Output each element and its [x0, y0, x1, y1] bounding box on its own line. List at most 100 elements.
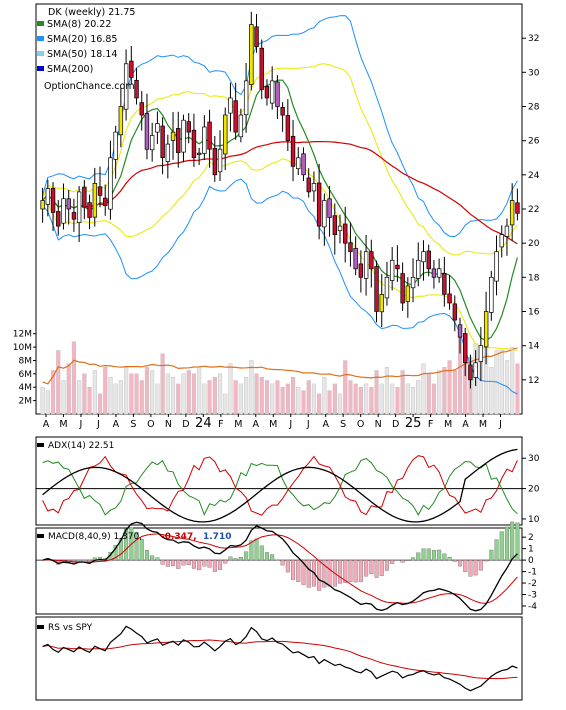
volume-bar: [182, 374, 186, 414]
macd-tick-label: -3: [528, 591, 537, 601]
candle-body: [364, 252, 368, 279]
candle-body: [114, 132, 118, 159]
macd-histogram-bar: [166, 560, 170, 566]
candle-body: [354, 248, 358, 268]
candle-body: [432, 269, 436, 277]
candle-body: [312, 183, 316, 191]
macd-tick-label: -2: [528, 579, 537, 589]
x-axis-label: A: [43, 419, 50, 430]
volume-tick-label: 6M: [19, 370, 33, 380]
volume-bar: [176, 384, 180, 414]
volume-tick-label: 8M: [19, 356, 33, 366]
candle-body: [72, 213, 76, 220]
volume-bar: [370, 387, 374, 414]
candle-body: [77, 192, 81, 223]
macd-histogram-bar: [223, 560, 227, 563]
volume-bar: [312, 384, 316, 414]
macd-histogram-bar: [390, 560, 394, 564]
macd-swatch: [37, 534, 44, 538]
candle-body: [396, 265, 400, 269]
candle-body: [46, 189, 50, 205]
macd-histogram-bar: [317, 560, 321, 590]
x-axis-label: M: [59, 419, 67, 430]
candle-body: [463, 334, 467, 363]
adx-label: ADX(14) 22.51: [48, 441, 114, 451]
x-axis-label: J: [306, 419, 310, 430]
volume-bar: [213, 377, 217, 414]
volume-bar: [296, 387, 300, 414]
macd-histogram-bar: [380, 560, 384, 576]
rs-panel: [36, 617, 522, 700]
candle-body: [197, 153, 201, 155]
candle-body: [505, 226, 509, 236]
volume-bar: [281, 387, 285, 414]
macd-histogram-bar: [244, 552, 248, 561]
macd-histogram-bar: [286, 560, 290, 572]
candle-body: [62, 199, 66, 224]
macd-histogram-bar: [208, 560, 212, 567]
macd-histogram-bar: [495, 540, 499, 561]
x-axis-label: O: [357, 419, 364, 430]
rs-swatch: [37, 625, 44, 629]
macd-histogram-bar: [291, 560, 295, 580]
candle-body: [317, 183, 321, 226]
volume-bar: [197, 367, 201, 414]
volume-bar: [67, 364, 71, 414]
volume-bar: [516, 364, 520, 414]
macd-histogram-bar: [281, 560, 285, 565]
legend-swatch-sma50: [37, 51, 44, 56]
volume-bar: [244, 377, 248, 414]
volume-bar: [307, 381, 311, 415]
volume-bar: [349, 381, 353, 415]
candle-body: [333, 216, 337, 235]
candle-body: [349, 243, 353, 252]
candle-body: [171, 132, 175, 140]
volume-bar: [338, 394, 342, 414]
x-axis-label: O: [147, 419, 154, 430]
x-axis-label: D: [392, 419, 399, 430]
legend-sma200: SMA(200): [47, 64, 93, 75]
macd-histogram-bar: [260, 546, 264, 560]
x-axis-label: A: [462, 419, 469, 430]
volume-bar: [103, 367, 107, 414]
candle-body: [281, 107, 285, 115]
candle-body: [203, 127, 207, 154]
candle-body: [411, 277, 415, 288]
volume-bar: [411, 387, 415, 414]
macd-histogram-bar: [265, 552, 269, 560]
candle-body: [208, 122, 212, 149]
volume-bar: [229, 364, 233, 414]
volume-bar: [156, 384, 160, 414]
volume-bar: [88, 387, 92, 414]
candle-body: [343, 224, 347, 243]
macd-signal-value: -0.347,: [161, 532, 197, 542]
macd-histogram-bar: [255, 539, 259, 560]
macd-histogram-bar: [437, 550, 441, 560]
macd-histogram-bar: [422, 549, 426, 561]
x-axis-label: S: [340, 419, 346, 430]
legend-sma8: SMA(8) 20.22: [47, 19, 111, 30]
volume-bar: [77, 381, 81, 415]
candle-body: [270, 81, 274, 103]
volume-bar: [432, 384, 436, 414]
candle-body: [244, 81, 248, 115]
candle-body: [98, 187, 102, 196]
x-axis-label: M: [269, 419, 277, 430]
volume-bar: [208, 381, 212, 415]
macd-histogram-bar: [307, 560, 311, 587]
volume-bar: [490, 367, 494, 414]
volume-bar: [161, 354, 165, 414]
volume-bar: [171, 377, 175, 414]
macd-tick-label: 2: [528, 533, 534, 543]
volume-bar: [150, 371, 154, 415]
macd-histogram-bar: [510, 522, 514, 560]
x-axis-label: A: [253, 419, 260, 430]
candle-body: [422, 252, 426, 262]
volume-bar: [250, 361, 254, 415]
macd-histogram-bar: [234, 558, 238, 560]
volume-bar: [380, 384, 384, 414]
macd-histogram-bar: [176, 560, 180, 569]
price-tick-label: 12: [528, 376, 539, 386]
volume-bar: [359, 387, 363, 414]
macd-histogram-bar: [187, 560, 191, 565]
